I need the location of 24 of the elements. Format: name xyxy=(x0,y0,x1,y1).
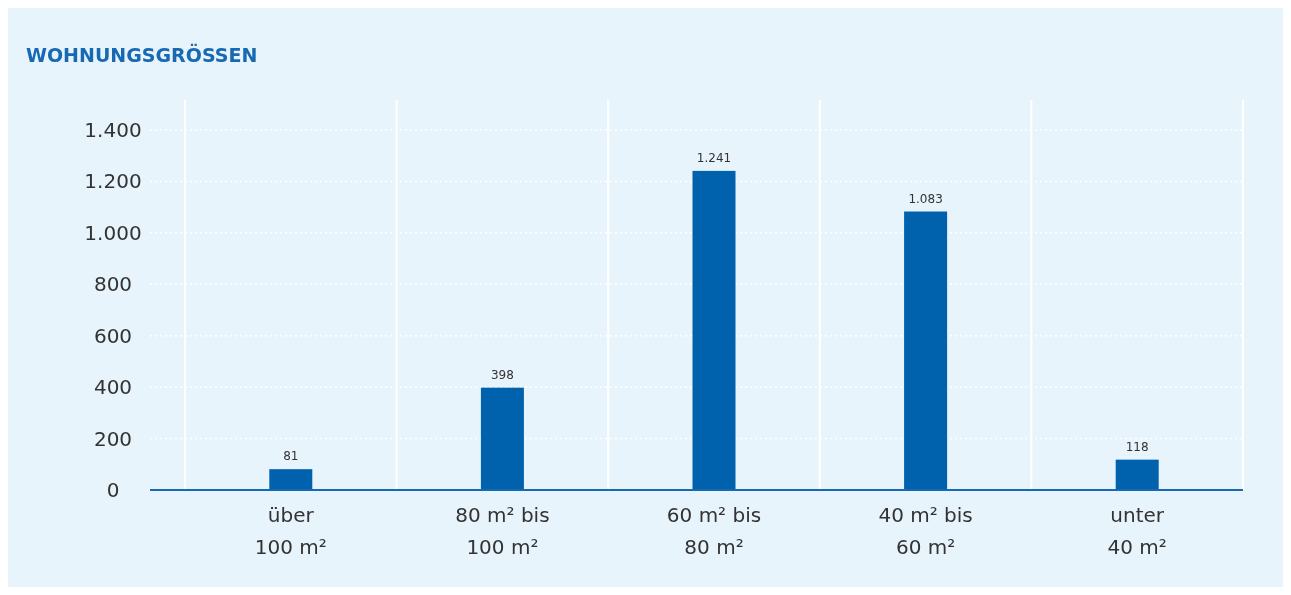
bar xyxy=(1115,459,1159,490)
x-tick-label: über 100 m² xyxy=(254,503,327,559)
data-label: 1.083 xyxy=(908,191,943,206)
y-tick-label: 200 xyxy=(93,426,133,451)
x-tick-label: 40 m² bis 60 m² xyxy=(878,503,973,559)
chart-title: WOHNUNGSGRÖSSEN xyxy=(26,43,258,66)
bar xyxy=(269,469,313,490)
data-label: 81 xyxy=(283,449,299,464)
y-tick-label: 600 xyxy=(93,323,133,348)
y-tick-label: 400 xyxy=(93,375,133,400)
y-tick-label: 800 xyxy=(93,272,133,297)
bar xyxy=(904,211,948,490)
data-label: 118 xyxy=(1125,439,1149,454)
bar xyxy=(480,387,524,490)
y-tick-label: 1.200 xyxy=(84,169,142,194)
data-label: 1.241 xyxy=(696,150,732,165)
data-label: 398 xyxy=(490,367,514,382)
y-tick-label: 1.400 xyxy=(84,118,142,142)
x-tick-label: 80 m² bis 100 m² xyxy=(455,503,550,559)
x-tick-label: 60 m² bis 80 m² xyxy=(666,503,762,559)
y-tick-label: 1.000 xyxy=(84,220,142,245)
y-tick-label: 0 xyxy=(106,478,120,502)
bar xyxy=(692,170,736,490)
x-tick-label: unter 40 m² xyxy=(1107,503,1167,559)
